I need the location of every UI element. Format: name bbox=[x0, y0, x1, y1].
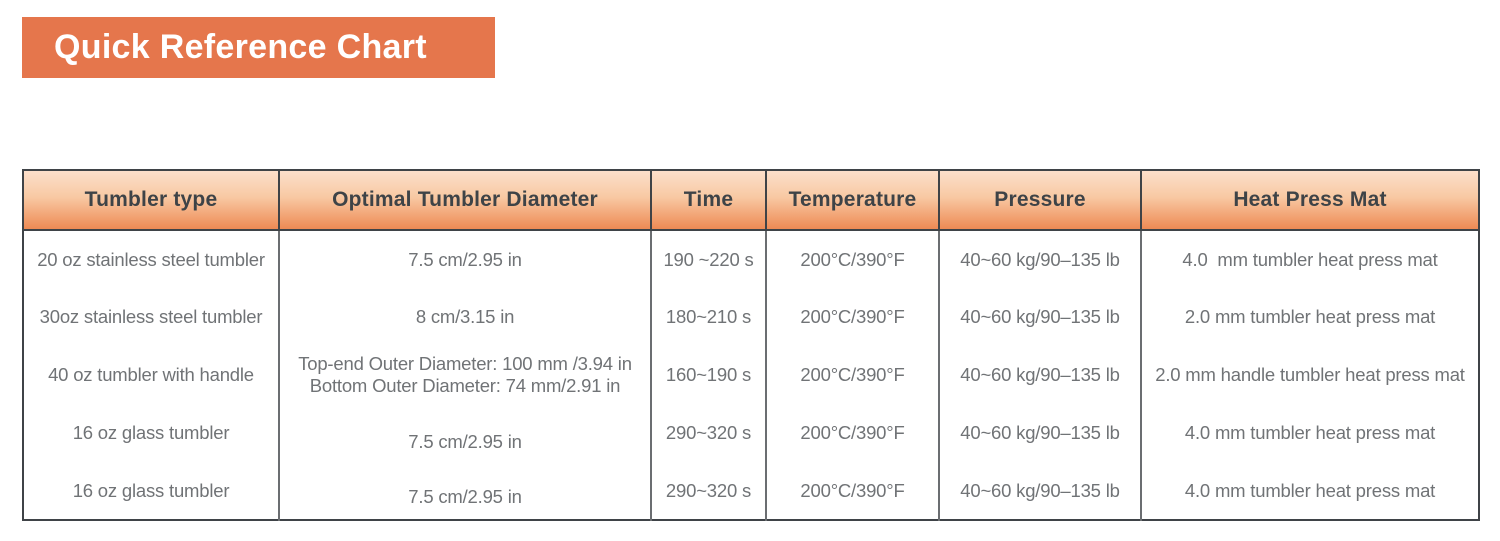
table-cell: 200°C/390°F bbox=[765, 462, 939, 520]
column-header-2: Time bbox=[650, 170, 766, 231]
table-row: 40 oz tumbler with handle Top-end Outer D… bbox=[23, 346, 1479, 404]
table-cell: 290~320 s bbox=[650, 404, 766, 462]
table-cell: 4.0 mm tumbler heat press mat bbox=[1140, 404, 1479, 462]
table-cell: Top-end Outer Diameter: 100 mm /3.94 in … bbox=[278, 346, 651, 404]
table-cell: 40~60 kg/90–135 lb bbox=[938, 404, 1141, 462]
table-row: 20 oz stainless steel tumbler 7.5 cm/2.95… bbox=[23, 230, 1479, 288]
quick-reference-table: Tumbler type Optimal Tumbler Diameter Time… bbox=[22, 169, 1480, 521]
table-cell: 20 oz stainless steel tumbler bbox=[37, 248, 265, 270]
table-row: 16 oz glass tumbler 7.5 cm/2.95 in 290~320… bbox=[23, 404, 1479, 462]
column-header-0: Tumbler type bbox=[23, 170, 279, 231]
table-cell: 7.5 cm/2.95 in bbox=[278, 404, 651, 462]
column-header-4: Pressure bbox=[938, 170, 1141, 231]
table-row: 16 oz glass tumbler 7.5 cm/2.95 in 290~320… bbox=[23, 462, 1479, 520]
table-cell: 200°C/390°F bbox=[765, 404, 939, 462]
table-cell: 16 oz glass tumbler bbox=[72, 422, 230, 444]
page-title: Quick Reference Chart bbox=[54, 28, 427, 66]
column-header-1: Optimal Tumbler Diameter bbox=[278, 170, 651, 231]
column-header-3: Temperature bbox=[765, 170, 939, 231]
table-cell: 40 oz tumbler with handle bbox=[48, 364, 254, 386]
table-body: 20 oz stainless steel tumbler 7.5 cm/2.95… bbox=[23, 230, 1479, 520]
table-cell: 4.0 mm tumbler heat press mat bbox=[1140, 462, 1479, 520]
page-title-banner: Quick Reference Chart bbox=[22, 17, 495, 78]
table-cell: 200°C/390°F bbox=[765, 288, 939, 346]
table-cell: 190 ~220 s bbox=[650, 230, 766, 288]
table-cell: 290~320 s bbox=[650, 462, 766, 520]
table-cell: 40~60 kg/90–135 lb bbox=[938, 462, 1141, 520]
table-cell: 200°C/390°F bbox=[765, 230, 939, 288]
table-cell: 8 cm/3.15 in bbox=[278, 288, 651, 346]
table-cell: 4.0 mm tumbler heat press mat bbox=[1140, 230, 1479, 288]
table-row: 30oz stainless steel tumbler 8 cm/3.15 in… bbox=[23, 288, 1479, 346]
table-header-row: Tumbler type Optimal Tumbler Diameter Time… bbox=[23, 170, 1479, 231]
table-cell: 40~60 kg/90–135 lb bbox=[938, 288, 1141, 346]
table-cell: 40~60 kg/90–135 lb bbox=[938, 346, 1141, 404]
table-cell: 16 oz glass tumbler bbox=[72, 479, 230, 501]
table-cell: 30oz stainless steel tumbler bbox=[39, 306, 263, 328]
table-cell: 200°C/390°F bbox=[765, 346, 939, 404]
table-cell: 2.0 mm tumbler heat press mat bbox=[1140, 288, 1479, 346]
table-cell: 7.5 cm/2.95 in bbox=[278, 462, 651, 520]
table-cell: 160~190 s bbox=[650, 346, 766, 404]
table-cell: 7.5 cm/2.95 in bbox=[278, 230, 651, 288]
column-header-5: Heat Press Mat bbox=[1140, 170, 1479, 231]
table-cell: 180~210 s bbox=[650, 288, 766, 346]
table-cell: 40~60 kg/90–135 lb bbox=[938, 230, 1141, 288]
table-cell: 2.0 mm handle tumbler heat press mat bbox=[1140, 346, 1479, 404]
